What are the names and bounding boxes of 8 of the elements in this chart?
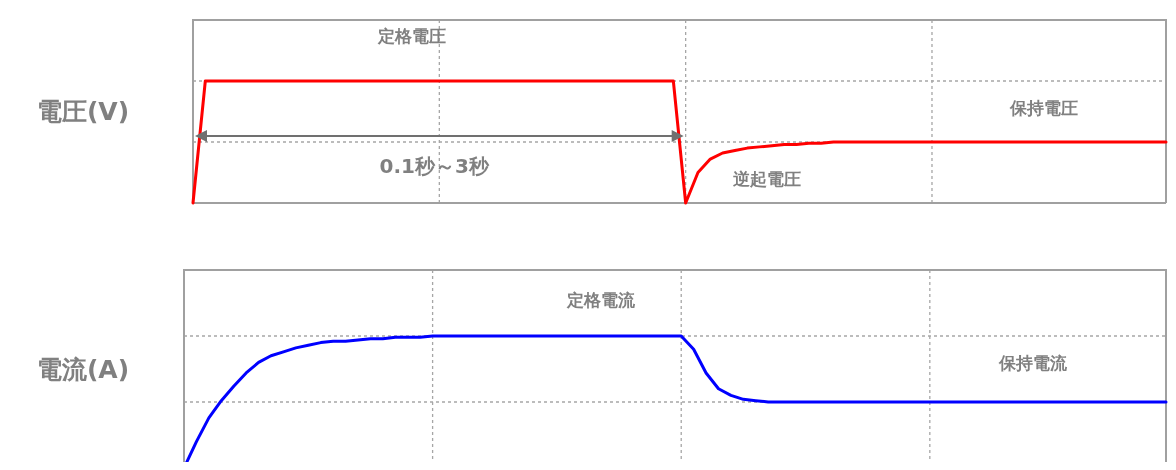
annotation: 保持電流: [998, 353, 1069, 374]
text: 定格電流: [566, 289, 637, 310]
y-axis-title: 電圧(V): [36, 97, 130, 126]
annotation: 0.1秒～3秒: [379, 154, 490, 179]
annotation: 逆起電圧: [732, 169, 802, 190]
y-axis-title: 電流(A): [36, 354, 130, 384]
annotation: 保持電圧: [1009, 97, 1079, 118]
text: 定格電圧: [376, 26, 446, 47]
